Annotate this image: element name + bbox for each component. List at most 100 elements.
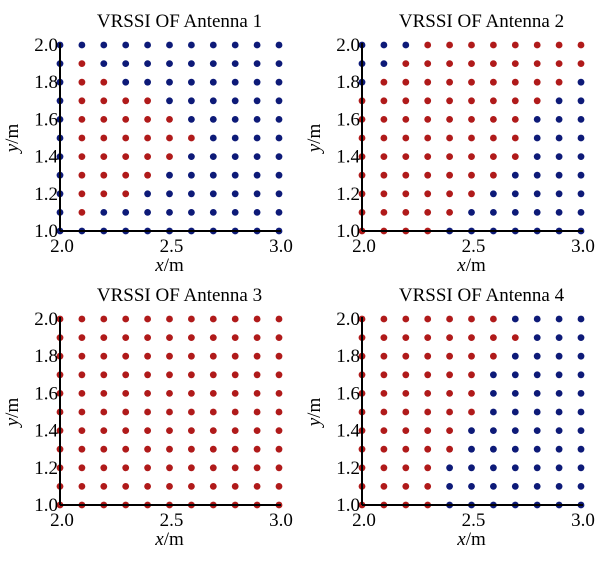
data-point bbox=[380, 171, 388, 179]
data-point bbox=[188, 209, 195, 216]
x-tick-label: 2.5 bbox=[462, 236, 486, 257]
data-point bbox=[555, 483, 563, 490]
data-point bbox=[490, 464, 497, 472]
data-point bbox=[402, 41, 410, 49]
data-point bbox=[490, 116, 497, 123]
data-point bbox=[511, 427, 519, 434]
data-point bbox=[144, 153, 152, 161]
data-point bbox=[490, 445, 497, 453]
data-point bbox=[166, 60, 173, 67]
data-point bbox=[100, 209, 108, 216]
data-point bbox=[577, 60, 585, 67]
y-axis-unit: /m bbox=[2, 398, 23, 418]
data-point bbox=[511, 78, 519, 86]
data-point bbox=[555, 427, 563, 434]
data-point bbox=[275, 390, 283, 397]
y-tick-label: 1.4 bbox=[336, 147, 360, 168]
data-point bbox=[424, 97, 432, 105]
data-point bbox=[490, 134, 497, 142]
data-point bbox=[188, 78, 195, 86]
data-point bbox=[468, 209, 475, 216]
x-tick-label: 2.0 bbox=[50, 236, 74, 257]
data-point bbox=[577, 464, 585, 472]
data-point bbox=[122, 334, 130, 341]
data-point bbox=[468, 390, 475, 397]
data-point bbox=[231, 190, 239, 198]
panel-antenna-3: VRSSI OF Antenna 3 2.0 2.5 3.0 1.0 1.2 1.4 1.6 1… bbox=[2, 285, 293, 550]
data-point bbox=[209, 445, 217, 453]
data-point bbox=[253, 116, 261, 123]
x-tick-label: 2.0 bbox=[50, 510, 74, 531]
data-point bbox=[209, 371, 217, 379]
data-point bbox=[424, 116, 432, 123]
data-point bbox=[533, 190, 541, 198]
y-tick-label: 1.6 bbox=[34, 383, 58, 404]
data-point bbox=[209, 41, 217, 49]
data-point bbox=[253, 153, 261, 161]
data-point bbox=[533, 209, 541, 216]
data-point bbox=[144, 408, 152, 416]
y-axis-label: y/m bbox=[2, 398, 23, 429]
data-point bbox=[490, 483, 497, 490]
data-point bbox=[275, 60, 283, 67]
data-point bbox=[122, 97, 130, 105]
data-point bbox=[122, 352, 130, 360]
data-point bbox=[424, 408, 432, 416]
data-point bbox=[275, 334, 283, 341]
data-point bbox=[144, 483, 152, 490]
y-tick-label: 1.4 bbox=[34, 421, 58, 442]
data-point bbox=[231, 483, 239, 490]
data-point bbox=[253, 60, 261, 67]
y-tick-label: 1.8 bbox=[336, 72, 360, 93]
data-point bbox=[402, 445, 410, 453]
data-point bbox=[446, 209, 453, 216]
data-point bbox=[402, 390, 410, 397]
data-point bbox=[231, 427, 239, 434]
data-point bbox=[78, 315, 86, 323]
y-tick-label: 1.6 bbox=[336, 109, 360, 130]
data-point bbox=[490, 78, 497, 86]
data-point bbox=[166, 41, 173, 49]
data-point bbox=[209, 315, 217, 323]
data-point bbox=[144, 371, 152, 379]
data-point bbox=[100, 408, 108, 416]
data-point bbox=[446, 97, 453, 105]
data-point bbox=[100, 464, 108, 472]
data-point bbox=[577, 209, 585, 216]
data-point bbox=[122, 408, 130, 416]
data-point bbox=[468, 483, 475, 490]
data-point bbox=[253, 134, 261, 142]
data-point bbox=[188, 390, 195, 397]
data-point bbox=[78, 427, 86, 434]
data-point bbox=[446, 153, 453, 161]
data-point bbox=[424, 171, 432, 179]
data-point bbox=[511, 483, 519, 490]
data-point bbox=[78, 41, 86, 49]
x-axis-label: x/m bbox=[456, 529, 486, 550]
data-point bbox=[188, 334, 195, 341]
data-point bbox=[144, 78, 152, 86]
data-point bbox=[78, 334, 86, 341]
data-point bbox=[380, 483, 388, 490]
data-point bbox=[122, 315, 130, 323]
data-point bbox=[209, 116, 217, 123]
data-point bbox=[209, 190, 217, 198]
data-point bbox=[100, 352, 108, 360]
data-point bbox=[253, 171, 261, 179]
data-point bbox=[402, 209, 410, 216]
data-point bbox=[253, 371, 261, 379]
data-point bbox=[380, 464, 388, 472]
x-axis-label: x/m bbox=[154, 529, 184, 550]
data-point bbox=[275, 408, 283, 416]
data-point bbox=[533, 134, 541, 142]
data-point bbox=[144, 60, 152, 67]
data-point bbox=[231, 390, 239, 397]
data-point bbox=[533, 78, 541, 86]
data-point bbox=[468, 352, 475, 360]
x-axis-unit: /m bbox=[164, 255, 184, 276]
chart-title: VRSSI OF Antenna 2 bbox=[399, 11, 564, 32]
data-point bbox=[424, 315, 432, 323]
data-point bbox=[490, 60, 497, 67]
data-point bbox=[490, 390, 497, 397]
data-point bbox=[424, 352, 432, 360]
